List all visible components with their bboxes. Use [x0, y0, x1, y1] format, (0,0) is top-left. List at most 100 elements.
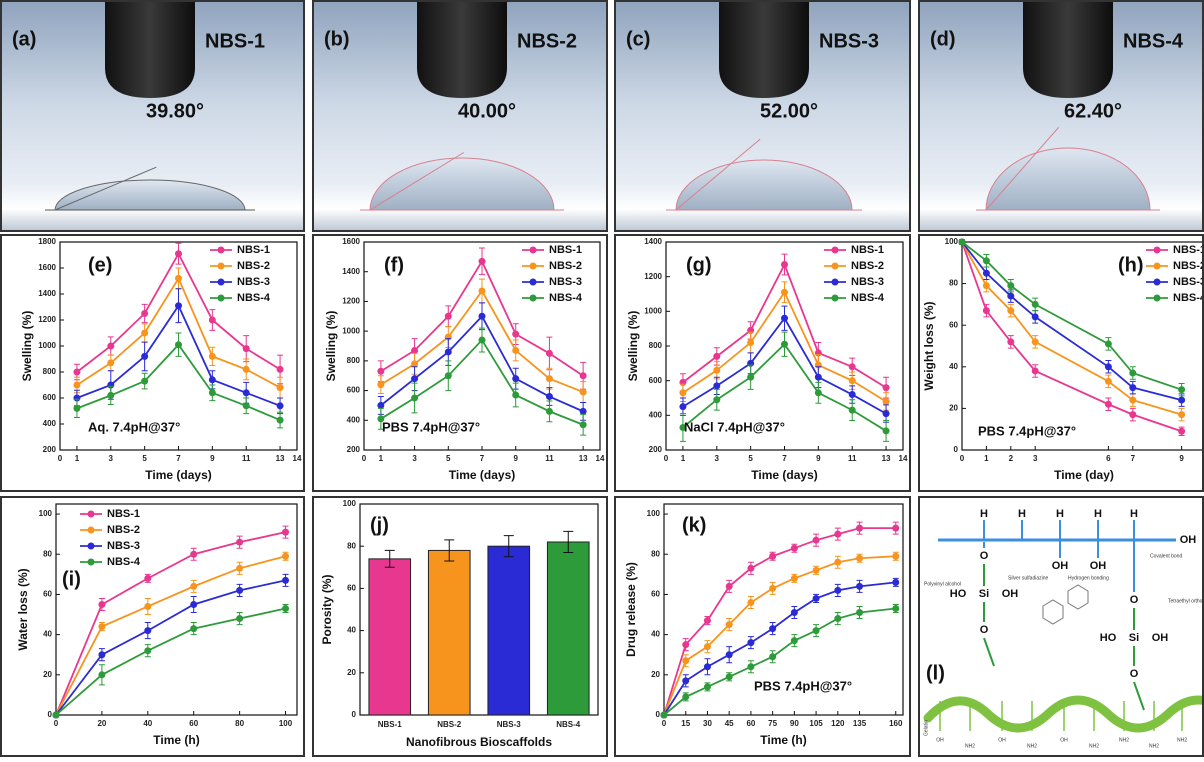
data-point	[98, 651, 105, 658]
legend-label: NBS-1	[851, 244, 884, 256]
y-tick-label: 200	[43, 445, 57, 454]
data-point	[813, 567, 820, 574]
panel-label: (d)	[930, 28, 956, 50]
annotation: Aq. 7.4pH@37°	[88, 419, 180, 434]
y-tick-label: 600	[347, 386, 361, 395]
data-point	[377, 368, 384, 375]
atom-h: H	[1130, 508, 1138, 520]
data-point	[107, 343, 114, 350]
x-tick-label: 11	[242, 454, 251, 463]
y-tick-label: 100	[39, 509, 53, 518]
data-point	[713, 396, 720, 403]
data-point	[98, 671, 105, 678]
legend-label: NBS-2	[851, 260, 884, 272]
data-point	[747, 565, 754, 572]
y-tick-label: 40	[347, 626, 356, 635]
x-tick-label: 5	[142, 454, 147, 463]
atom-o: O	[1130, 668, 1139, 680]
data-point	[1032, 367, 1039, 374]
panel-label: (f)	[384, 254, 404, 276]
legend-label: NBS-2	[1173, 260, 1204, 272]
legend-label: NBS-3	[549, 276, 582, 288]
atom-oh: OH	[1180, 534, 1197, 546]
y-tick-label: 200	[649, 445, 663, 454]
x-tick-label: 5	[446, 454, 451, 463]
x-axis-label: Time (day)	[1054, 468, 1114, 482]
data-point	[445, 313, 452, 320]
data-point	[175, 250, 182, 257]
data-point	[813, 595, 820, 602]
data-point	[883, 398, 890, 405]
y-tick-label: 400	[347, 415, 361, 424]
legend-marker	[218, 247, 225, 254]
data-point	[209, 389, 216, 396]
x-tick-label: NBS-2	[437, 720, 462, 729]
y-tick-label: 400	[649, 410, 663, 419]
x-tick-label: 6	[1106, 454, 1111, 463]
legend-marker	[530, 279, 537, 286]
x-tick-label: 105	[809, 719, 823, 728]
note: Gelatin	[923, 720, 929, 736]
y-axis-label: Swelling (%)	[626, 311, 640, 382]
sample-name: NBS-4	[1123, 30, 1184, 52]
data-point	[815, 374, 822, 381]
legend-marker	[1154, 247, 1161, 254]
data-point	[141, 353, 148, 360]
y-tick-label: 1400	[644, 237, 662, 246]
x-tick-label: 9	[210, 454, 215, 463]
y-tick-label: 1000	[38, 341, 56, 350]
data-point	[781, 341, 788, 348]
data-point	[512, 347, 519, 354]
data-point	[679, 403, 686, 410]
data-point	[73, 382, 80, 389]
data-point	[983, 270, 990, 277]
needle	[719, 0, 809, 98]
data-point	[713, 353, 720, 360]
x-tick-label: 13	[276, 454, 285, 463]
y-tick-label: 20	[43, 670, 52, 679]
data-point	[813, 537, 820, 544]
data-point	[190, 625, 197, 632]
x-tick-label: 0	[362, 454, 367, 463]
y-axis-label: Swelling (%)	[20, 311, 34, 382]
data-point	[1129, 397, 1136, 404]
data-point	[98, 623, 105, 630]
data-point	[580, 408, 587, 415]
data-point	[190, 551, 197, 558]
data-point	[726, 583, 733, 590]
data-point	[1007, 282, 1014, 289]
x-tick-label: 13	[882, 454, 891, 463]
x-tick-label: NBS-1	[378, 720, 403, 729]
data-point	[769, 585, 776, 592]
y-tick-label: 1000	[644, 306, 662, 315]
legend-label: NBS-3	[237, 276, 270, 288]
x-tick-label: 0	[54, 719, 59, 728]
atom-o: O	[980, 624, 989, 636]
data-point	[512, 331, 519, 338]
data-point	[411, 395, 418, 402]
x-tick-label: 9	[513, 454, 518, 463]
data-point	[277, 366, 284, 373]
x-tick-label: 11	[545, 454, 554, 463]
x-tick-label: 90	[790, 719, 799, 728]
legend-label: NBS-3	[1173, 276, 1204, 288]
data-point	[892, 553, 899, 560]
data-point	[815, 389, 822, 396]
data-point	[769, 553, 776, 560]
note: Hydrogen bonding	[1068, 575, 1109, 581]
data-point	[282, 605, 289, 612]
data-point	[679, 389, 686, 396]
data-point	[883, 384, 890, 391]
data-point	[479, 313, 486, 320]
legend-label: NBS-4	[107, 556, 141, 568]
data-point	[704, 683, 711, 690]
legend-marker	[88, 511, 95, 518]
annotation: NaCl 7.4pH@37°	[684, 419, 785, 434]
data-point	[98, 601, 105, 608]
data-point	[781, 289, 788, 296]
y-tick-label: 1200	[342, 297, 360, 306]
data-point	[791, 609, 798, 616]
annotation: PBS 7.4pH@37°	[754, 678, 852, 693]
y-tick-label: 1800	[38, 237, 56, 246]
